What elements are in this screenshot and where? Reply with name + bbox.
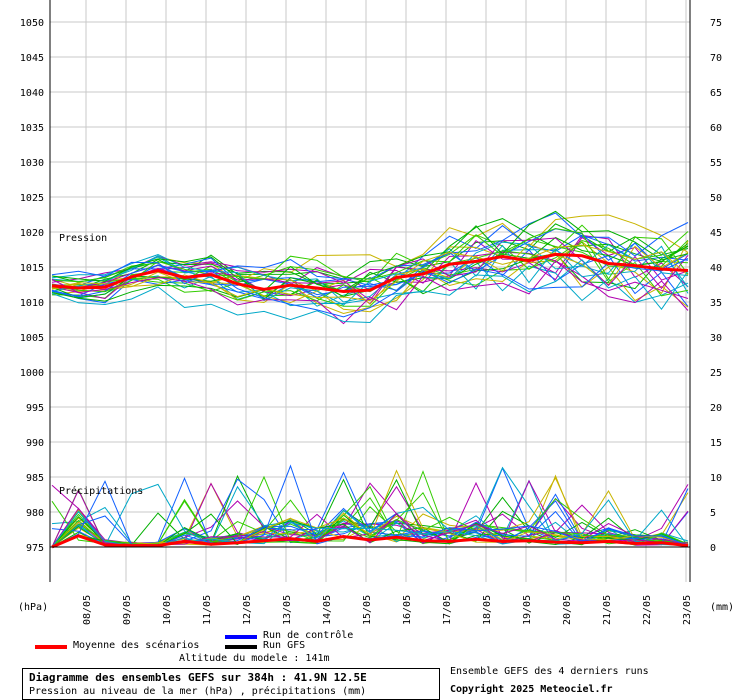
x-tick-label: 15/05 xyxy=(362,595,373,625)
x-tick-label: 23/05 xyxy=(682,595,693,625)
x-tick-label: 18/05 xyxy=(482,595,493,625)
right-tick-label: 5 xyxy=(710,508,716,519)
right-tick-label: 60 xyxy=(710,123,722,134)
right-tick-label: 20 xyxy=(710,403,722,414)
ensemble-chart: 9759809859909951000100510101015102010251… xyxy=(18,0,734,625)
member-pressure-line xyxy=(51,244,689,302)
x-tick-label: 20/05 xyxy=(562,595,573,625)
left-tick-label: 1010 xyxy=(20,298,44,309)
member-pressure-line xyxy=(51,210,689,292)
right-tick-label: 10 xyxy=(710,473,722,484)
model-altitude: Altitude du modele : 141m xyxy=(179,653,330,664)
chart-axes: 9759809859909951000100510101015102010251… xyxy=(20,0,722,625)
mean-precip-line xyxy=(51,534,689,549)
member-pressure-line xyxy=(51,258,689,318)
precip-panel-label: Précipitations xyxy=(59,485,143,497)
member-precip-line xyxy=(51,508,689,548)
x-tick-label: 10/05 xyxy=(162,595,173,625)
chart-title: Diagramme des ensembles GEFS sur 384h : … xyxy=(29,671,367,684)
legend-swatch-gfs xyxy=(225,645,257,649)
copyright: Copyright 2025 Meteociel.fr xyxy=(450,684,613,695)
x-tick-label: 09/05 xyxy=(122,595,133,625)
legend-swatch-control xyxy=(225,635,257,639)
left-tick-label: 980 xyxy=(26,508,44,519)
x-tick-label: 08/05 xyxy=(82,595,93,625)
legend-label-mean: Moyenne des scénarios xyxy=(73,640,200,651)
x-tick-label: 19/05 xyxy=(522,595,533,625)
member-pressure-line xyxy=(51,260,689,325)
left-tick-label: 975 xyxy=(26,543,44,554)
right-tick-label: 55 xyxy=(710,158,722,169)
right-tick-label: 15 xyxy=(710,438,722,449)
left-tick-label: 1035 xyxy=(20,123,44,134)
left-tick-label: 1005 xyxy=(20,333,44,344)
x-tick-label: 12/05 xyxy=(242,595,253,625)
left-tick-label: 1030 xyxy=(20,158,44,169)
left-tick-label: 995 xyxy=(26,403,44,414)
right-tick-label: 25 xyxy=(710,368,722,379)
member-pressure-line xyxy=(51,227,689,293)
chart-subtitle: Pression au niveau de la mer (hPa) , pré… xyxy=(29,686,367,697)
right-tick-label: 50 xyxy=(710,193,722,204)
x-tick-label: 13/05 xyxy=(282,595,293,625)
ensemble-members xyxy=(51,210,689,548)
right-tick-label: 65 xyxy=(710,88,722,99)
right-tick-label: 35 xyxy=(710,298,722,309)
member-pressure-line xyxy=(51,255,689,307)
member-pressure-line xyxy=(51,242,689,303)
right-tick-label: 40 xyxy=(710,263,722,274)
left-tick-label: 1015 xyxy=(20,263,44,274)
left-tick-label: 1025 xyxy=(20,193,44,204)
left-tick-label: 990 xyxy=(26,438,44,449)
right-tick-label: 70 xyxy=(710,53,722,64)
member-precip-line xyxy=(51,482,689,545)
x-tick-label: 21/05 xyxy=(602,595,613,625)
left-tick-label: 1020 xyxy=(20,228,44,239)
x-tick-label: 16/05 xyxy=(402,595,413,625)
x-tick-label: 14/05 xyxy=(322,595,333,625)
chart-title-box: Diagramme des ensembles GEFS sur 384h : … xyxy=(22,668,440,700)
right-axis-unit: (mm) xyxy=(710,602,734,613)
left-tick-label: 1000 xyxy=(20,368,44,379)
member-pressure-line xyxy=(51,259,689,324)
member-pressure-line xyxy=(51,238,689,307)
member-pressure-line xyxy=(51,241,689,306)
member-pressure-line xyxy=(51,243,689,305)
legend-swatch-mean xyxy=(35,645,67,649)
legend-label-control: Run de contrôle xyxy=(263,630,354,641)
x-tick-label: 11/05 xyxy=(202,595,213,625)
mean-series xyxy=(51,252,689,549)
right-tick-label: 30 xyxy=(710,333,722,344)
pressure-panel-label: Pression xyxy=(59,233,107,244)
mean-pressure-line xyxy=(51,252,689,294)
left-tick-label: 1050 xyxy=(20,18,44,29)
left-tick-label: 1045 xyxy=(20,53,44,64)
right-tick-label: 45 xyxy=(710,228,722,239)
left-axis-unit: (hPa) xyxy=(18,602,48,613)
right-tick-label: 0 xyxy=(710,543,716,554)
left-tick-label: 985 xyxy=(26,473,44,484)
x-tick-label: 17/05 xyxy=(442,595,453,625)
right-tick-label: 75 xyxy=(710,18,722,29)
member-pressure-line xyxy=(51,241,689,302)
runs-note: Ensemble GEFS des 4 derniers runs xyxy=(450,666,649,677)
x-tick-label: 22/05 xyxy=(642,595,653,625)
left-tick-label: 1040 xyxy=(20,88,44,99)
legend-label-gfs: Run GFS xyxy=(263,640,306,651)
legend: Run de contrôle Run GFS Moyenne des scén… xyxy=(0,628,740,700)
